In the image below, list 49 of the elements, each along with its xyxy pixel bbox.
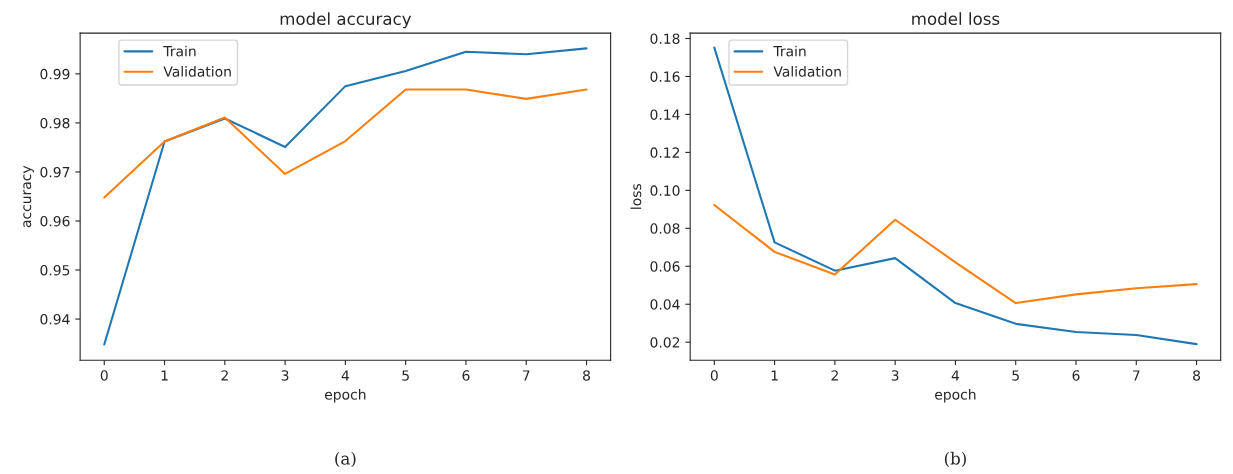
x-axis-title: epoch [325, 388, 366, 403]
x-tick-label: 6 [462, 370, 470, 381]
text: (a) [335, 451, 356, 468]
y-tick-label: 0.02 [650, 337, 680, 348]
chart-title: model accuracy [280, 12, 412, 29]
y-tick-label: 0.98 [40, 117, 70, 129]
x-tick-label: 8 [583, 370, 590, 381]
x-tick-label: 7 [522, 370, 530, 381]
x-tick-label: 3 [281, 370, 289, 381]
legend-label: Train [163, 45, 196, 57]
x-tick-label: 4 [341, 370, 350, 381]
x-tick-label: 2 [831, 370, 838, 381]
x-tick-label: 1 [771, 370, 778, 381]
y-tick-label: 0.06 [650, 261, 680, 272]
x-tick-label: 5 [1012, 370, 1019, 381]
legend-label: Validation [773, 66, 841, 77]
y-tick-label: 0.12 [650, 147, 680, 158]
y-axis-title: loss [630, 183, 642, 209]
text: (b) [944, 451, 966, 468]
y-tick-label: 0.99 [40, 68, 70, 80]
x-tick-label: 4 [951, 370, 960, 381]
y-tick-label: 0.14 [650, 109, 680, 120]
legend-label: Validation [163, 66, 231, 77]
x-tick-label: 8 [1193, 370, 1201, 381]
y-tick-label: 0.10 [650, 185, 680, 196]
x-tick-label: 2 [221, 370, 228, 381]
y-tick-label: 0.08 [650, 223, 680, 234]
y-tick-label: 0.95 [40, 264, 70, 276]
chart-title: model loss [912, 12, 1000, 26]
x-axis-title: epoch [935, 388, 976, 403]
line-series [103, 88, 588, 199]
y-tick-label: 0.97 [40, 166, 70, 178]
y-axis-title: accuracy [23, 165, 34, 228]
x-tick-label: 1 [161, 370, 168, 381]
line-series [713, 46, 1198, 346]
x-tick-label: 5 [402, 370, 409, 381]
line-series [103, 47, 588, 346]
y-tick-label: 0.16 [650, 71, 680, 82]
y-tick-label: 0.04 [650, 299, 680, 310]
line-series [713, 203, 1198, 305]
y-tick-label: 0.96 [40, 215, 70, 227]
x-tick-label: 7 [1133, 370, 1140, 381]
x-tick-label: 0 [710, 370, 718, 381]
y-tick-label: 0.94 [40, 314, 70, 325]
x-tick-label: 3 [891, 370, 899, 381]
y-tick-label: 0.18 [650, 33, 680, 44]
x-tick-label: 0 [100, 370, 108, 381]
x-tick-label: 6 [1072, 370, 1080, 381]
legend-label: Train [773, 45, 806, 57]
